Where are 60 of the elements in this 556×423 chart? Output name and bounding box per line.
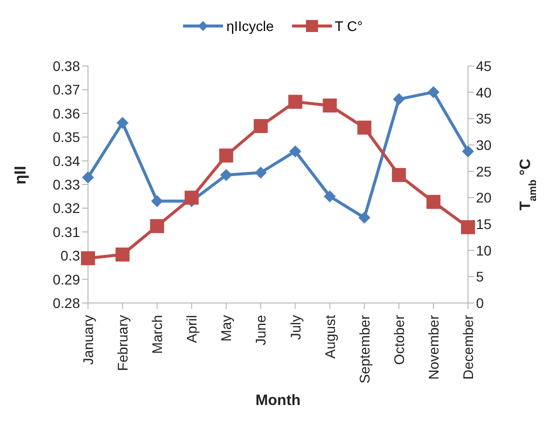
legend-label: T C° <box>334 18 363 34</box>
x-tick-label: July <box>287 315 304 340</box>
y2-tick-label: 30 <box>476 136 492 153</box>
point <box>254 166 267 179</box>
point <box>392 168 406 182</box>
x-axis-title: Month <box>256 392 300 409</box>
point <box>289 145 302 158</box>
x-tick-label: September <box>356 314 372 384</box>
point <box>392 93 405 106</box>
y2-tick-label: 45 <box>476 58 492 74</box>
point <box>254 119 268 134</box>
point <box>151 195 164 208</box>
point <box>322 98 337 112</box>
point <box>426 194 440 209</box>
point <box>427 86 440 98</box>
point <box>116 248 130 262</box>
point <box>150 219 164 234</box>
x-tick-label: August <box>322 314 338 359</box>
y-tick-label: 0.3 <box>60 248 80 264</box>
point <box>219 148 234 163</box>
y2-tick-label: 40 <box>476 84 492 100</box>
y-tick-label: 0.37 <box>52 82 80 98</box>
point <box>324 190 336 202</box>
y-tick-label: 0.29 <box>52 271 80 288</box>
point <box>220 169 232 182</box>
point <box>462 145 474 158</box>
y2-tick-label: 15 <box>476 216 492 232</box>
y2-tick-label: 25 <box>476 163 492 180</box>
y-axis-title: ηII <box>12 166 30 184</box>
y2-tick-label: 0 <box>476 294 484 311</box>
x-tick-label: April <box>184 315 200 344</box>
point <box>116 116 129 129</box>
y-tick-label: 0.36 <box>52 105 80 122</box>
y2-tick-label: 35 <box>476 110 492 127</box>
x-tick-label: October <box>390 314 407 365</box>
y2-tick-label: 20 <box>476 190 492 206</box>
point <box>461 220 475 234</box>
legend-label: ηIIcycle <box>225 18 274 34</box>
point <box>288 94 302 109</box>
x-tick-label: May <box>218 315 234 342</box>
y-tick-label: 0.31 <box>52 224 80 240</box>
y-tick-label: 0.35 <box>52 129 80 146</box>
y2-tick-label: 10 <box>476 242 492 258</box>
point <box>184 190 199 205</box>
y2-tick-label: 5 <box>476 268 484 285</box>
y-tick-label: 0.33 <box>52 176 80 192</box>
y-tick-label: 0.34 <box>52 152 80 169</box>
x-tick-label: December <box>460 314 476 380</box>
point <box>357 120 372 135</box>
y-tick-label: 0.38 <box>52 58 80 74</box>
point <box>82 171 94 184</box>
x-tick-label: June <box>252 314 269 346</box>
y-tick-label: 0.28 <box>52 294 80 311</box>
x-tick-label: March <box>149 315 166 354</box>
x-tick-label: February <box>114 315 131 372</box>
y-tick-label: 0.32 <box>52 200 80 216</box>
x-tick-label: January <box>80 315 96 365</box>
point <box>81 251 95 266</box>
x-tick-label: November <box>425 314 442 380</box>
point <box>358 212 370 224</box>
